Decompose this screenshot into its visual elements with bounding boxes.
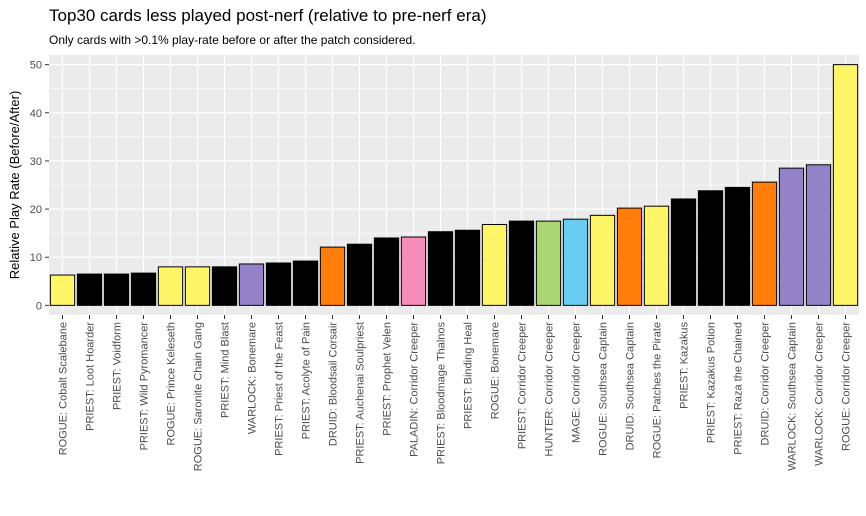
x-tick-label: WARLOCK: Bonemare (247, 322, 259, 434)
x-tick-label: PALADIN: Corridor Creeper (409, 322, 421, 457)
x-tick-label: PRIEST: Raza the Chained (733, 322, 745, 455)
bar[interactable] (238, 263, 265, 306)
x-tick-label: PRIEST: Binding Heal (463, 322, 475, 429)
bar[interactable] (211, 266, 238, 306)
x-tick-label: ROGUE: Bonemare (490, 322, 502, 419)
bar[interactable] (724, 186, 751, 306)
y-tick-label: 50 (30, 60, 42, 72)
x-tick-label: MAGE: Corridor Creeper (571, 322, 583, 443)
bar[interactable] (49, 274, 76, 306)
x-tick-label: PRIEST: Mind Blast (220, 322, 232, 418)
x-tick-label: PRIEST: Bloodmage Thalnos (436, 322, 448, 465)
bar[interactable] (184, 266, 211, 306)
chart-title: Top30 cards less played post-nerf (relat… (49, 6, 487, 25)
bar[interactable] (319, 246, 346, 306)
x-tick-label: PRIEST: Prophet Velen (382, 322, 394, 436)
y-tick-label: 40 (30, 108, 42, 120)
y-tick-label: 10 (30, 252, 42, 264)
x-tick-label: PRIEST: Acolyte of Pain (301, 322, 313, 439)
x-tick-label: PRIEST: Auchenai Soulpriest (355, 322, 367, 464)
bar[interactable] (751, 181, 778, 306)
x-tick-label: WARLOCK: Corridor Creeper (814, 322, 826, 466)
x-tick-label: ROGUE: Patches the Pirate (652, 322, 664, 458)
x-tick-label: PRIEST: Loot Hoarder (85, 322, 97, 431)
bar[interactable] (373, 237, 400, 306)
x-tick-label: DRUID: Bloodsail Corsair (328, 322, 340, 446)
x-tick-label: ROGUE: Prince Keleseth (166, 322, 178, 446)
x-tick-label: ROGUE: Saronite Chain Gang (193, 322, 205, 471)
bar[interactable] (805, 164, 832, 306)
bar[interactable] (562, 218, 589, 306)
bar[interactable] (643, 205, 670, 306)
bar[interactable] (265, 262, 292, 306)
x-tick-label: ROGUE: Cobalt Scalebane (58, 322, 70, 455)
bar[interactable] (103, 273, 130, 306)
y-tick-label: 0 (36, 300, 42, 312)
x-tick-label: WARLOCK: Southsea Captain (787, 322, 799, 471)
x-tick-label: PRIEST: Corridor Creeper (517, 322, 529, 449)
x-tick-label: ROGUE: Corridor Creeper (841, 322, 853, 451)
y-tick-label: 30 (30, 156, 42, 168)
x-tick-label: PRIEST: Kazakus (679, 322, 691, 409)
x-tick-label: PRIEST: Voidform (112, 322, 124, 410)
x-tick-label: DRUID: Southsea Captain (625, 322, 637, 450)
x-tick-label: PRIEST: Priest of the Feast (274, 322, 286, 456)
bar[interactable] (130, 272, 157, 306)
y-axis-label: Relative Play Rate (Before/After) (7, 91, 22, 280)
bar[interactable] (535, 220, 562, 306)
x-tick-label: PRIEST: Kazakus Potion (706, 322, 718, 443)
bar[interactable] (157, 266, 184, 306)
chart-subtitle: Only cards with >0.1% play-rate before o… (49, 33, 416, 47)
bar[interactable] (346, 243, 373, 306)
bar[interactable] (454, 229, 481, 306)
x-tick-label: HUNTER: Corridor Creeper (544, 322, 556, 457)
bar[interactable] (832, 64, 859, 306)
bar[interactable] (697, 190, 724, 306)
bar[interactable] (76, 273, 103, 306)
x-tick-label: PRIEST: Wild Pyromancer (139, 322, 151, 451)
bar[interactable] (508, 220, 535, 306)
bar[interactable] (670, 198, 697, 306)
bar[interactable] (292, 260, 319, 306)
x-tick-label: ROGUE: Southsea Captain (598, 322, 610, 456)
bar[interactable] (589, 214, 616, 306)
bar[interactable] (427, 231, 454, 306)
y-tick-label: 20 (30, 204, 42, 216)
bar[interactable] (778, 167, 805, 306)
x-tick-label: DRUID: Corridor Creeper (760, 322, 772, 446)
bar[interactable] (400, 236, 427, 306)
bar[interactable] (481, 223, 508, 306)
bar[interactable] (616, 207, 643, 306)
